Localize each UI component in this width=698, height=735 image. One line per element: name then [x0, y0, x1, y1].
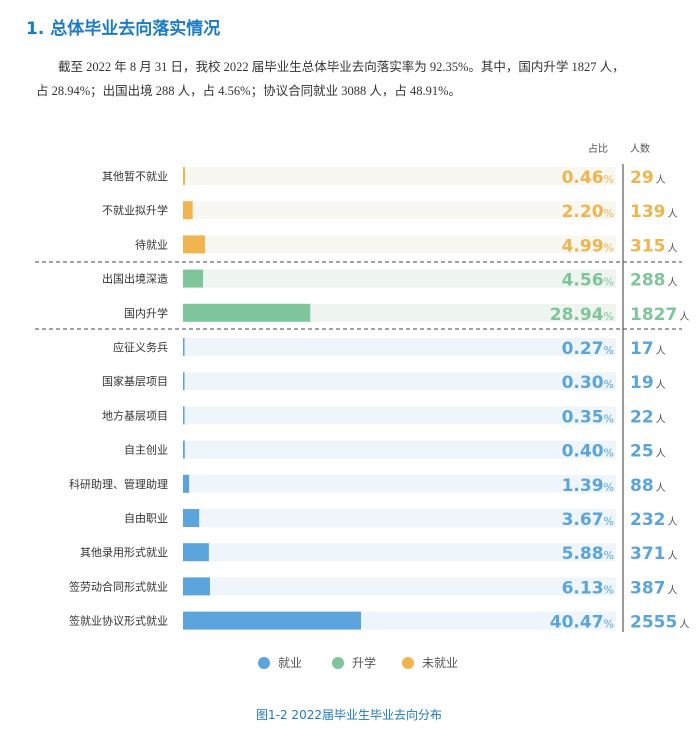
percent-label: 5.88%: [562, 544, 614, 564]
category-label: 应征义务兵: [113, 340, 168, 354]
count-label: 139 人: [630, 202, 678, 222]
count-label: 315 人: [630, 236, 678, 256]
category-label: 国家基层项目: [102, 374, 168, 388]
percent-label: 0.27%: [562, 339, 614, 359]
category-label: 签劳动合同形式就业: [69, 579, 168, 593]
percent-label: 0.40%: [562, 442, 614, 462]
bar-track: [183, 577, 616, 596]
category-label: 不就业拟升学: [102, 203, 168, 217]
section-title: 1. 总体毕业去向落实情况: [26, 19, 221, 39]
percent-label: 4.99%: [562, 236, 614, 256]
bar: [183, 269, 204, 288]
bar: [183, 235, 205, 254]
percent-label: 28.94%: [550, 305, 614, 325]
legend-label: 就业: [278, 656, 303, 670]
header-percent: 占比: [588, 142, 608, 155]
bar: [183, 303, 311, 322]
paragraph-line-1: 截至 2022 年 8 月 31 日，我校 2022 届毕业生总体毕业去向落实率…: [58, 60, 625, 74]
count-label: 232 人: [630, 510, 678, 530]
count-label: 1827 人: [630, 305, 689, 325]
bar-track: [183, 167, 616, 185]
bar-track: [183, 269, 616, 288]
bar-track: [183, 338, 616, 356]
count-label: 25 人: [630, 442, 666, 462]
category-label: 签就业协议形式就业: [69, 614, 168, 628]
bar-track: [183, 235, 616, 254]
count-label: 17 人: [630, 339, 666, 359]
count-label: 387 人: [630, 578, 678, 598]
category-label: 待就业: [135, 237, 168, 251]
count-label: 2555 人: [630, 613, 689, 633]
bar-track: [183, 372, 616, 391]
bar-track: [183, 440, 616, 459]
category-label: 其他录用形式就业: [80, 545, 168, 559]
bar: [183, 474, 190, 493]
legend-further-study: 升学: [332, 654, 376, 671]
legend-employed: 就业: [258, 654, 302, 671]
bar: [183, 611, 361, 630]
bar-track: [183, 406, 616, 425]
bar: [183, 167, 186, 185]
legend-label: 未就业: [422, 656, 459, 670]
category-label: 其他暂不就业: [102, 169, 168, 183]
percent-label: 6.13%: [562, 578, 614, 598]
bar-track: [183, 543, 616, 562]
bar: [183, 577, 210, 596]
bar: [183, 406, 185, 425]
legend-label: 升学: [352, 656, 377, 670]
count-label: 22 人: [630, 407, 666, 427]
bar: [183, 543, 209, 562]
percent-label: 3.67%: [562, 510, 614, 530]
percent-label: 2.20%: [562, 202, 614, 222]
legend-dot: [332, 656, 344, 669]
count-label: 19 人: [630, 373, 666, 393]
bar-track: [183, 474, 616, 493]
legend-dot: [402, 656, 414, 669]
count-label: 29 人: [630, 168, 666, 188]
category-label: 国内升学: [124, 306, 168, 320]
bar: [183, 201, 193, 220]
figure-caption: 图1-2 2022届毕业生毕业去向分布: [256, 708, 442, 722]
count-label: 371 人: [630, 544, 678, 564]
legend-dot: [258, 656, 270, 669]
category-label: 出国出境深造: [102, 272, 168, 286]
category-label: 地方基层项目: [102, 408, 168, 422]
bar: [183, 338, 185, 356]
bar: [183, 440, 185, 459]
percent-label: 40.47%: [550, 613, 614, 633]
percent-label: 4.56%: [562, 271, 614, 291]
bar-track: [183, 201, 616, 220]
percent-label: 0.30%: [562, 373, 614, 393]
percent-label: 1.39%: [562, 476, 614, 496]
count-label: 288 人: [630, 271, 678, 291]
bar: [183, 372, 185, 391]
count-label: 88 人: [630, 476, 666, 496]
percent-label: 0.46%: [562, 168, 614, 188]
paragraph-line-2: 占 28.94%；出国出境 288 人，占 4.56%；协议合同就业 3088 …: [36, 84, 461, 98]
category-label: 自主创业: [124, 444, 168, 457]
bar-track: [183, 509, 616, 527]
bar: [183, 509, 200, 527]
category-label: 自由职业: [124, 511, 168, 525]
header-count: 人数: [630, 142, 650, 155]
legend-unemployed: 未就业: [402, 654, 458, 671]
percent-label: 0.35%: [562, 407, 614, 427]
category-label: 科研助理、管理助理: [69, 477, 168, 491]
